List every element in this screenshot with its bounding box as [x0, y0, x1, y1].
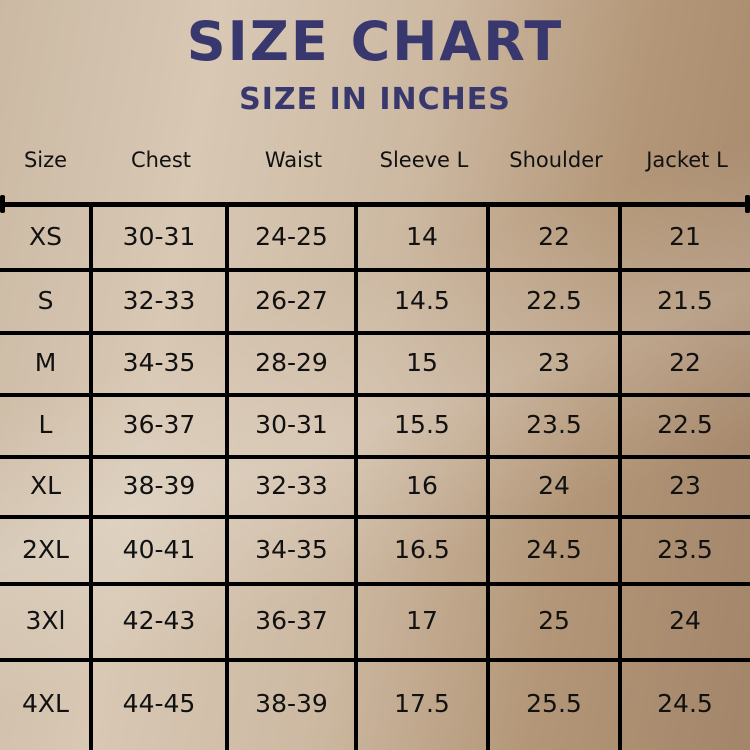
table-cell: 34-35: [255, 534, 328, 564]
table-cell: 17.5: [394, 689, 450, 718]
table-cell: 38-39: [122, 471, 196, 500]
page-subtitle: SIZE IN INCHES: [239, 82, 511, 117]
table-cell: 21.5: [657, 285, 713, 315]
table-cell: 32-33: [255, 471, 328, 500]
rule-end-cap: [0, 195, 5, 213]
row-divider: [0, 268, 750, 272]
table-cell: 25.5: [526, 689, 582, 718]
column-header: Size: [23, 148, 68, 172]
column-header: Waist: [264, 148, 323, 172]
table-cell: 24: [538, 471, 570, 500]
table-cell: 23.5: [526, 410, 582, 439]
table-cell: 24-25: [255, 221, 328, 251]
column-divider: [354, 205, 358, 750]
table-cell: 44-45: [122, 689, 196, 718]
table-cell: 16: [406, 471, 438, 500]
page-title: SIZE CHART: [186, 10, 564, 73]
size-label: XL: [29, 471, 62, 500]
column-divider: [225, 205, 229, 750]
table-cell: 24.5: [526, 534, 582, 564]
table-cell: 15.5: [394, 410, 450, 439]
table-cell: 24.5: [657, 689, 713, 718]
table-cell: 24: [669, 606, 701, 635]
table-cell: 40-41: [122, 534, 196, 564]
table-cell: 38-39: [255, 689, 328, 718]
table-cell: 32-33: [122, 285, 196, 315]
column-divider: [486, 205, 490, 750]
table-cell: 23.5: [657, 534, 713, 564]
table-cell: 25: [538, 606, 570, 635]
size-label: S: [37, 285, 54, 315]
table-cell: 22.5: [526, 285, 582, 315]
column-divider: [89, 205, 93, 750]
column-header: Jacket L: [646, 148, 728, 172]
rule-end-cap: [745, 195, 750, 213]
table-cell: 30-31: [122, 221, 196, 251]
table-cell: 23: [669, 471, 701, 500]
row-divider: [0, 331, 750, 335]
table-cell: 34-35: [122, 348, 196, 377]
table-cell: 30-31: [255, 410, 328, 439]
table-cell: 28-29: [255, 348, 328, 377]
table-cell: 42-43: [122, 606, 196, 635]
size-label: M: [34, 348, 57, 377]
table-cell: 36-37: [255, 606, 328, 635]
row-divider: [0, 455, 750, 459]
table-cell: 14.5: [394, 285, 450, 315]
table-cell: 21: [669, 221, 701, 251]
column-header: Sleeve L: [379, 148, 469, 172]
row-divider: [0, 658, 750, 662]
table-cell: 26-27: [255, 285, 328, 315]
table-cell: 17: [406, 606, 438, 635]
row-divider: [0, 582, 750, 586]
size-label: 3Xl: [25, 606, 66, 635]
column-header: Chest: [130, 148, 192, 172]
size-label: XS: [29, 221, 62, 251]
table-cell: 23: [538, 348, 570, 377]
table-cell: 14: [406, 221, 438, 251]
table-top-rule: [3, 202, 747, 207]
column-header: Shoulder: [509, 148, 603, 172]
row-divider: [0, 393, 750, 397]
table-cell: 22: [669, 348, 701, 377]
table-cell: 22.5: [657, 410, 713, 439]
column-divider: [618, 205, 622, 750]
size-label: 4XL: [22, 689, 69, 718]
size-label: 2XL: [22, 534, 69, 564]
table-cell: 36-37: [122, 410, 196, 439]
row-divider: [0, 515, 750, 519]
table-cell: 22: [538, 221, 570, 251]
size-label: L: [38, 410, 53, 439]
table-cell: 16.5: [394, 534, 450, 564]
table-cell: 15: [406, 348, 438, 377]
